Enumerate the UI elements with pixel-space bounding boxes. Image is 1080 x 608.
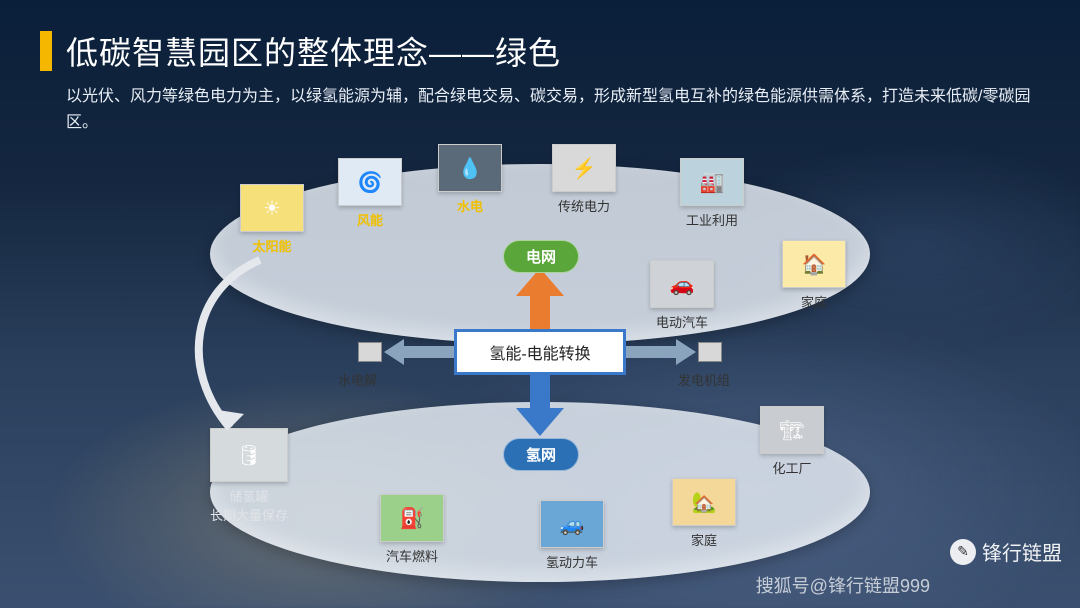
node-storage: 🛢 储氢罐 长期大量保存 <box>210 428 288 524</box>
chem-icon: 🏗 <box>760 406 824 454</box>
arrow-down <box>516 372 564 436</box>
home-bot-icon: 🏡 <box>672 478 736 526</box>
watermark-wechat: ✎ 锋行链盟 <box>950 537 1062 566</box>
conversion-label: 氢能-电能转换 <box>489 340 590 364</box>
arrow-right <box>626 339 696 365</box>
solar-icon: ☀ <box>240 184 304 232</box>
arrow-left <box>384 339 454 365</box>
hydro-label: 水电 <box>438 196 502 215</box>
electrolysis-label-wrap: 水电解 <box>338 366 377 389</box>
electrolysis-icon <box>358 342 382 362</box>
wind-label: 风能 <box>338 210 402 229</box>
hydrogen-grid-label: 氢网 <box>503 438 579 471</box>
title-row: 低碳智慧园区的整体理念——绿色 <box>40 28 1040 74</box>
hcar-label: 氢动力车 <box>540 552 604 571</box>
fuel-label: 汽车燃料 <box>380 546 444 565</box>
header: 低碳智慧园区的整体理念——绿色 以光伏、风力等绿色电力为主，以绿氢能源为辅，配合… <box>40 28 1040 135</box>
node-solar: ☀ 太阳能 <box>240 184 304 255</box>
fuel-icon: ⛽ <box>380 494 444 542</box>
node-industry: 🏭 工业利用 <box>680 158 744 229</box>
conventional-icon: ⚡ <box>552 144 616 192</box>
electrolysis-label: 水电解 <box>338 370 377 389</box>
generator-label: 发电机组 <box>678 370 730 389</box>
wechat-text: 锋行链盟 <box>982 537 1062 566</box>
wechat-icon: ✎ <box>950 539 976 565</box>
node-hydro: 💧 水电 <box>438 144 502 215</box>
node-home-bot: 🏡 家庭 <box>672 478 736 549</box>
node-fuel: ⛽ 汽车燃料 <box>380 494 444 565</box>
hcar-icon: 🚙 <box>540 500 604 548</box>
node-conventional: ⚡ 传统电力 <box>552 144 616 215</box>
industry-label: 工业利用 <box>680 210 744 229</box>
arrow-up <box>516 268 564 332</box>
slide-subtitle: 以光伏、风力等绿色电力为主，以绿氢能源为辅，配合绿电交易、碳交易，形成新型氢电互… <box>66 84 1040 135</box>
storage-label: 储氢罐 长期大量保存 <box>210 486 288 524</box>
generator-icon <box>698 342 722 362</box>
watermark-sohu: 搜狐号@锋行链盟999 <box>756 572 930 598</box>
power-grid-label: 电网 <box>503 240 579 273</box>
home-top-icon: 🏠 <box>782 240 846 288</box>
node-ev: 🚗 电动汽车 <box>650 260 714 331</box>
diagram: 电网 氢网 水电解 发电机组 氢能-电能转换 ☀ 太阳能 🌀 风能 💧 水电 ⚡… <box>0 140 1080 608</box>
accent-bar <box>40 31 52 71</box>
hydro-icon: 💧 <box>438 144 502 192</box>
node-wind: 🌀 风能 <box>338 158 402 229</box>
conventional-label: 传统电力 <box>552 196 616 215</box>
home-top-label: 家庭 <box>782 292 846 311</box>
curved-arrow <box>170 250 290 440</box>
home-bot-label: 家庭 <box>672 530 736 549</box>
slide-title: 低碳智慧园区的整体理念——绿色 <box>66 28 561 74</box>
node-hcar: 🚙 氢动力车 <box>540 500 604 571</box>
node-home-top: 🏠 家庭 <box>782 240 846 311</box>
wind-icon: 🌀 <box>338 158 402 206</box>
ev-label: 电动汽车 <box>650 312 714 331</box>
chem-label: 化工厂 <box>760 458 824 477</box>
conversion-box: 氢能-电能转换 <box>454 329 626 375</box>
generator-label-wrap: 发电机组 <box>678 366 730 389</box>
ev-icon: 🚗 <box>650 260 714 308</box>
industry-icon: 🏭 <box>680 158 744 206</box>
node-chem: 🏗 化工厂 <box>760 406 824 477</box>
